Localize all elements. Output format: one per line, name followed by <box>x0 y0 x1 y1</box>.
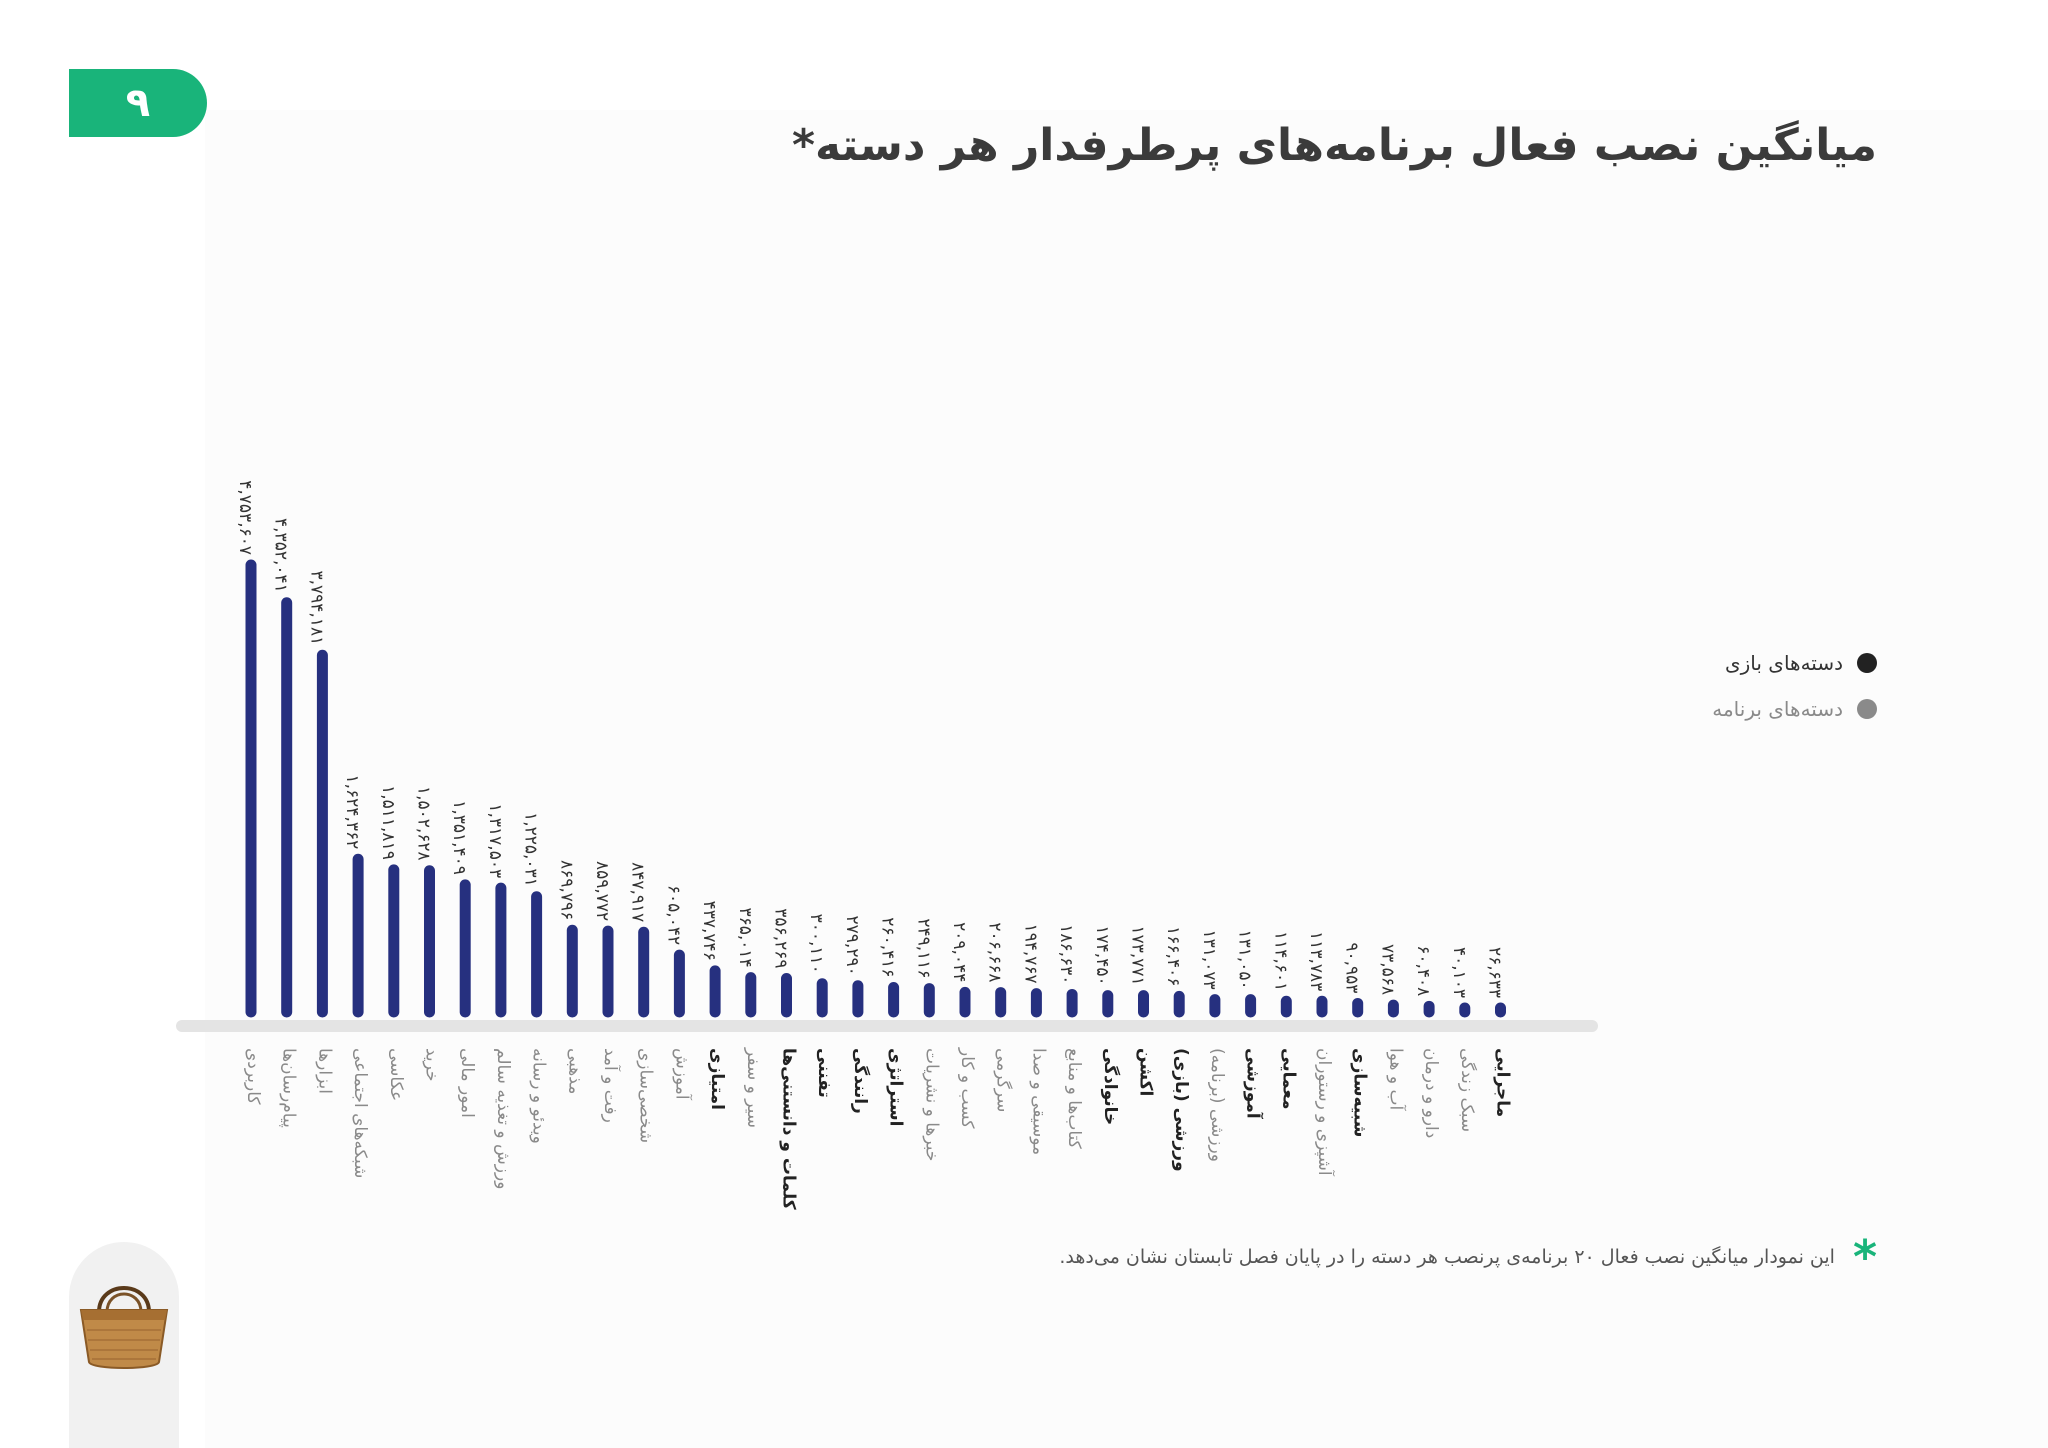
category-label: پیام‌رسان‌ها <box>279 1048 299 1128</box>
category-label: رفت و آمد <box>600 1048 622 1123</box>
category-label: رانندگی <box>850 1048 871 1114</box>
category-label: خانوادگی <box>1100 1048 1121 1125</box>
category-label: دارو و درمان <box>1421 1048 1441 1138</box>
bar-value-label: ۸۵۹,۷۷۲ <box>592 861 612 921</box>
bar-value-label: ۶۰۵,۰۴۲ <box>663 885 683 945</box>
bar-value-label: ۱,۵۱۱,۸۱۹ <box>378 785 398 860</box>
bar-value-label: ۲۶۰,۴۱۶ <box>878 917 898 977</box>
category-label: استراتژی <box>886 1048 906 1126</box>
bar-value-label: ۸۴۷,۹۱۷ <box>628 862 648 922</box>
bar-value-label: ۲۴۹,۱۱۶ <box>913 918 933 978</box>
category-label: سبک زندگی <box>1457 1048 1478 1132</box>
bar-value-label: ۱,۵۰۲,۶۲۸ <box>414 786 434 861</box>
category-label: ابزارها <box>314 1048 334 1094</box>
category-label: شبکه‌های اجتماعی <box>350 1048 370 1178</box>
category-label: آشپزی و رستوران <box>1314 1048 1336 1177</box>
bar-value-label: ۲۰۶,۶۶۸ <box>985 922 1005 982</box>
category-label: سیر و سفر <box>743 1047 763 1128</box>
category-label: کلمات و دانستنی‌ها <box>779 1048 799 1210</box>
bar-value-label: ۳,۷۹۴,۱۸۱ <box>306 570 326 645</box>
content-panel <box>205 110 2048 1448</box>
legend-item-games: دسته‌های بازی <box>1477 640 1877 686</box>
bar-value-label: ۳۰۰,۱۱۰ <box>806 914 826 974</box>
category-label: اکشن <box>1136 1048 1156 1096</box>
category-label: کسب و کار <box>957 1047 977 1129</box>
asterisk-icon: * <box>1852 1230 1877 1284</box>
bar-value-label: ۲۷۹,۲۹۰ <box>842 916 862 976</box>
category-label: شبیه‌سازی <box>1350 1048 1370 1137</box>
bar-value-label: ۱۸۶,۶۳۰ <box>1056 924 1076 984</box>
bar-value-label: ۱۷۳,۷۷۱ <box>1128 925 1148 985</box>
category-label: ورزشی (برنامه) <box>1207 1048 1227 1162</box>
category-label: شخصی‌سازی <box>636 1048 656 1143</box>
category-label: امور مالی <box>457 1048 477 1118</box>
bar-value-label: ۱۶۶,۴۰۶ <box>1163 926 1183 986</box>
bar-value-label: ۳۶۵,۰۱۴ <box>735 907 755 967</box>
bar-value-label: ۱۳۱,۰۵۰ <box>1235 929 1255 989</box>
category-label: آموزشی <box>1243 1048 1265 1120</box>
category-label: کاربردی <box>243 1048 263 1105</box>
category-label: خرید <box>422 1048 442 1082</box>
bar-value-label: ۸۶۹,۷۹۶ <box>556 860 576 920</box>
bar-value-label: ۱۳۱,۰۷۳ <box>1199 929 1219 989</box>
bar-value-label: ۱,۶۲۴,۳۶۲ <box>342 775 362 850</box>
category-label: ماجرایی <box>1493 1048 1513 1117</box>
category-label: موسیقی و صدا <box>1028 1048 1048 1155</box>
bar-value-label: ۶۰,۴۰۸ <box>1413 945 1433 996</box>
bar-value-label: ۲۰۹,۰۴۴ <box>949 922 969 982</box>
footnote: * این نمودار میانگین نصب فعال ۲۰ برنامه‌… <box>877 1234 1877 1280</box>
category-label: آب و هوا <box>1385 1048 1407 1111</box>
basket-icon <box>79 1286 169 1369</box>
bar-value-label: ۴۰,۱۰۳ <box>1449 947 1469 998</box>
category-label: ویدئو و رسانه <box>529 1048 549 1144</box>
bar-value-label: ۴,۷۵۳,۶۰۷ <box>235 480 255 555</box>
bar-value-label: ۳۵۶,۲۶۹ <box>771 908 791 968</box>
bar-value-label: ۴,۳۵۲,۰۴۱ <box>271 518 291 593</box>
bar-value-label: ۱,۳۵۱,۴۰۹ <box>449 800 469 875</box>
category-label: ورزشی (بازی) <box>1171 1048 1191 1172</box>
legend-label-games: دسته‌های بازی <box>1724 651 1843 675</box>
category-label: خبرها و نشریات <box>921 1048 941 1161</box>
legend-dot-icon <box>1857 653 1877 673</box>
category-label: امتیازی <box>707 1048 727 1110</box>
chart-legend: دسته‌های بازی دسته‌های برنامه <box>1477 640 1877 732</box>
bar-value-label: ۱۷۴,۴۵۰ <box>1092 925 1112 985</box>
footnote-text: این نمودار میانگین نصب فعال ۲۰ برنامه‌ی … <box>1059 1246 1835 1268</box>
category-label: عکاسی <box>386 1048 406 1101</box>
bar-value-label: ۷۳,۵۶۸ <box>1377 944 1397 995</box>
category-label: آموزش <box>671 1048 693 1101</box>
legend-dot-icon <box>1857 699 1877 719</box>
page-number-badge: ۹ <box>69 69 207 137</box>
category-label: معمایی <box>1278 1048 1298 1109</box>
bar-value-label: ۱,۲۲۵,۰۳۱ <box>521 812 541 887</box>
category-label: تفننی <box>814 1048 834 1098</box>
category-label: ورزش و تغذیه سالم <box>493 1048 513 1189</box>
bar-value-label: ۲۶,۶۳۳ <box>1485 947 1505 998</box>
bar-value-label: ۹۰,۹۵۳ <box>1342 942 1362 993</box>
bar-value-label: ۱۱۴,۶۰۱ <box>1270 931 1290 991</box>
bar-value-label: ۴۳۷,۷۴۶ <box>699 901 719 961</box>
bar-value-label: ۱۱۳,۷۸۳ <box>1306 931 1326 991</box>
category-label: سرگرمی <box>993 1048 1014 1112</box>
legend-label-apps: دسته‌های برنامه <box>1712 697 1843 721</box>
chart-title: میانگین نصب فعال برنامه‌های پرطرفدار هر … <box>791 120 1877 171</box>
bar-value-label: ۱,۳۱۷,۵۰۳ <box>485 803 505 878</box>
bar-value-label: ۱۹۴,۷۶۷ <box>1020 923 1040 983</box>
legend-item-apps: دسته‌های برنامه <box>1477 686 1877 732</box>
category-label: کتاب‌ها و منابع <box>1064 1048 1084 1150</box>
logo-tab <box>69 1242 179 1448</box>
category-label: مذهبی <box>564 1048 584 1094</box>
page-number: ۹ <box>125 80 151 126</box>
